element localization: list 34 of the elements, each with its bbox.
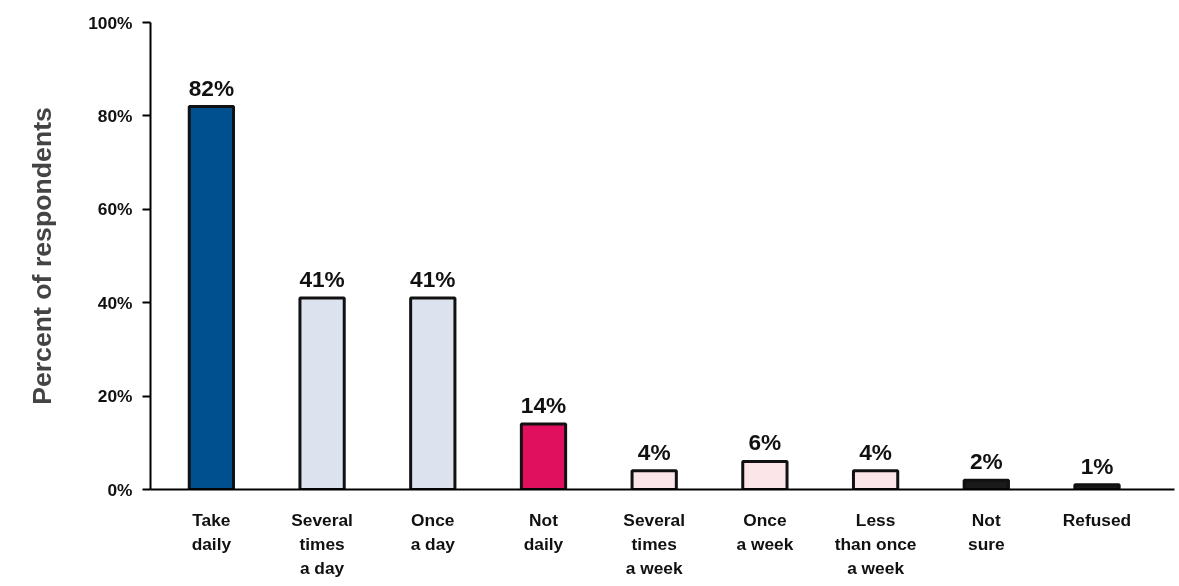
bar — [298, 296, 346, 490]
data-label: 6% — [748, 429, 782, 456]
bar — [409, 296, 457, 490]
x-tick-label: Several times a week — [623, 509, 686, 578]
data-label: 4% — [637, 438, 671, 465]
x-tick-label: Take daily — [191, 509, 232, 554]
data-label: 41% — [410, 266, 456, 293]
y-tick-label: 0% — [107, 479, 133, 500]
data-label: 82% — [188, 74, 235, 101]
data-label: 4% — [859, 438, 892, 465]
x-tick-label: Refused — [1062, 509, 1132, 530]
bar — [187, 105, 236, 490]
data-label: 1% — [1080, 452, 1114, 479]
y-tick-label: 100% — [88, 12, 133, 33]
bar — [630, 469, 678, 490]
x-tick-label: Once a week — [736, 509, 794, 554]
data-label: 41% — [299, 266, 345, 293]
bar — [962, 478, 1010, 490]
x-tick-label: Several times a day — [291, 509, 353, 578]
y-tick-label: 60% — [97, 199, 133, 220]
x-tick-label: Not sure — [968, 509, 1005, 554]
y-tick-label: 20% — [97, 386, 133, 407]
bar — [519, 422, 568, 490]
y-axis-title: Percent of respondents — [27, 107, 58, 405]
y-tick-label: 40% — [97, 292, 133, 313]
y-tick-label: 80% — [97, 105, 133, 126]
bar — [851, 469, 900, 490]
bar — [1073, 483, 1121, 490]
x-tick-label: Not daily — [523, 509, 564, 554]
data-label: 14% — [520, 392, 567, 419]
x-tick-label: Less than once a week — [834, 509, 917, 578]
data-label: 2% — [969, 448, 1003, 475]
x-tick-label: Once a day — [410, 509, 456, 554]
bar — [741, 459, 789, 490]
